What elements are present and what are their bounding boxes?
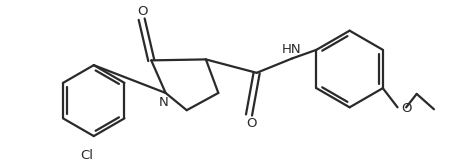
Text: N: N — [158, 96, 168, 109]
Text: Cl: Cl — [80, 150, 93, 163]
Text: HN: HN — [281, 43, 300, 56]
Text: O: O — [400, 102, 411, 115]
Text: O: O — [246, 117, 257, 130]
Text: O: O — [137, 5, 147, 18]
